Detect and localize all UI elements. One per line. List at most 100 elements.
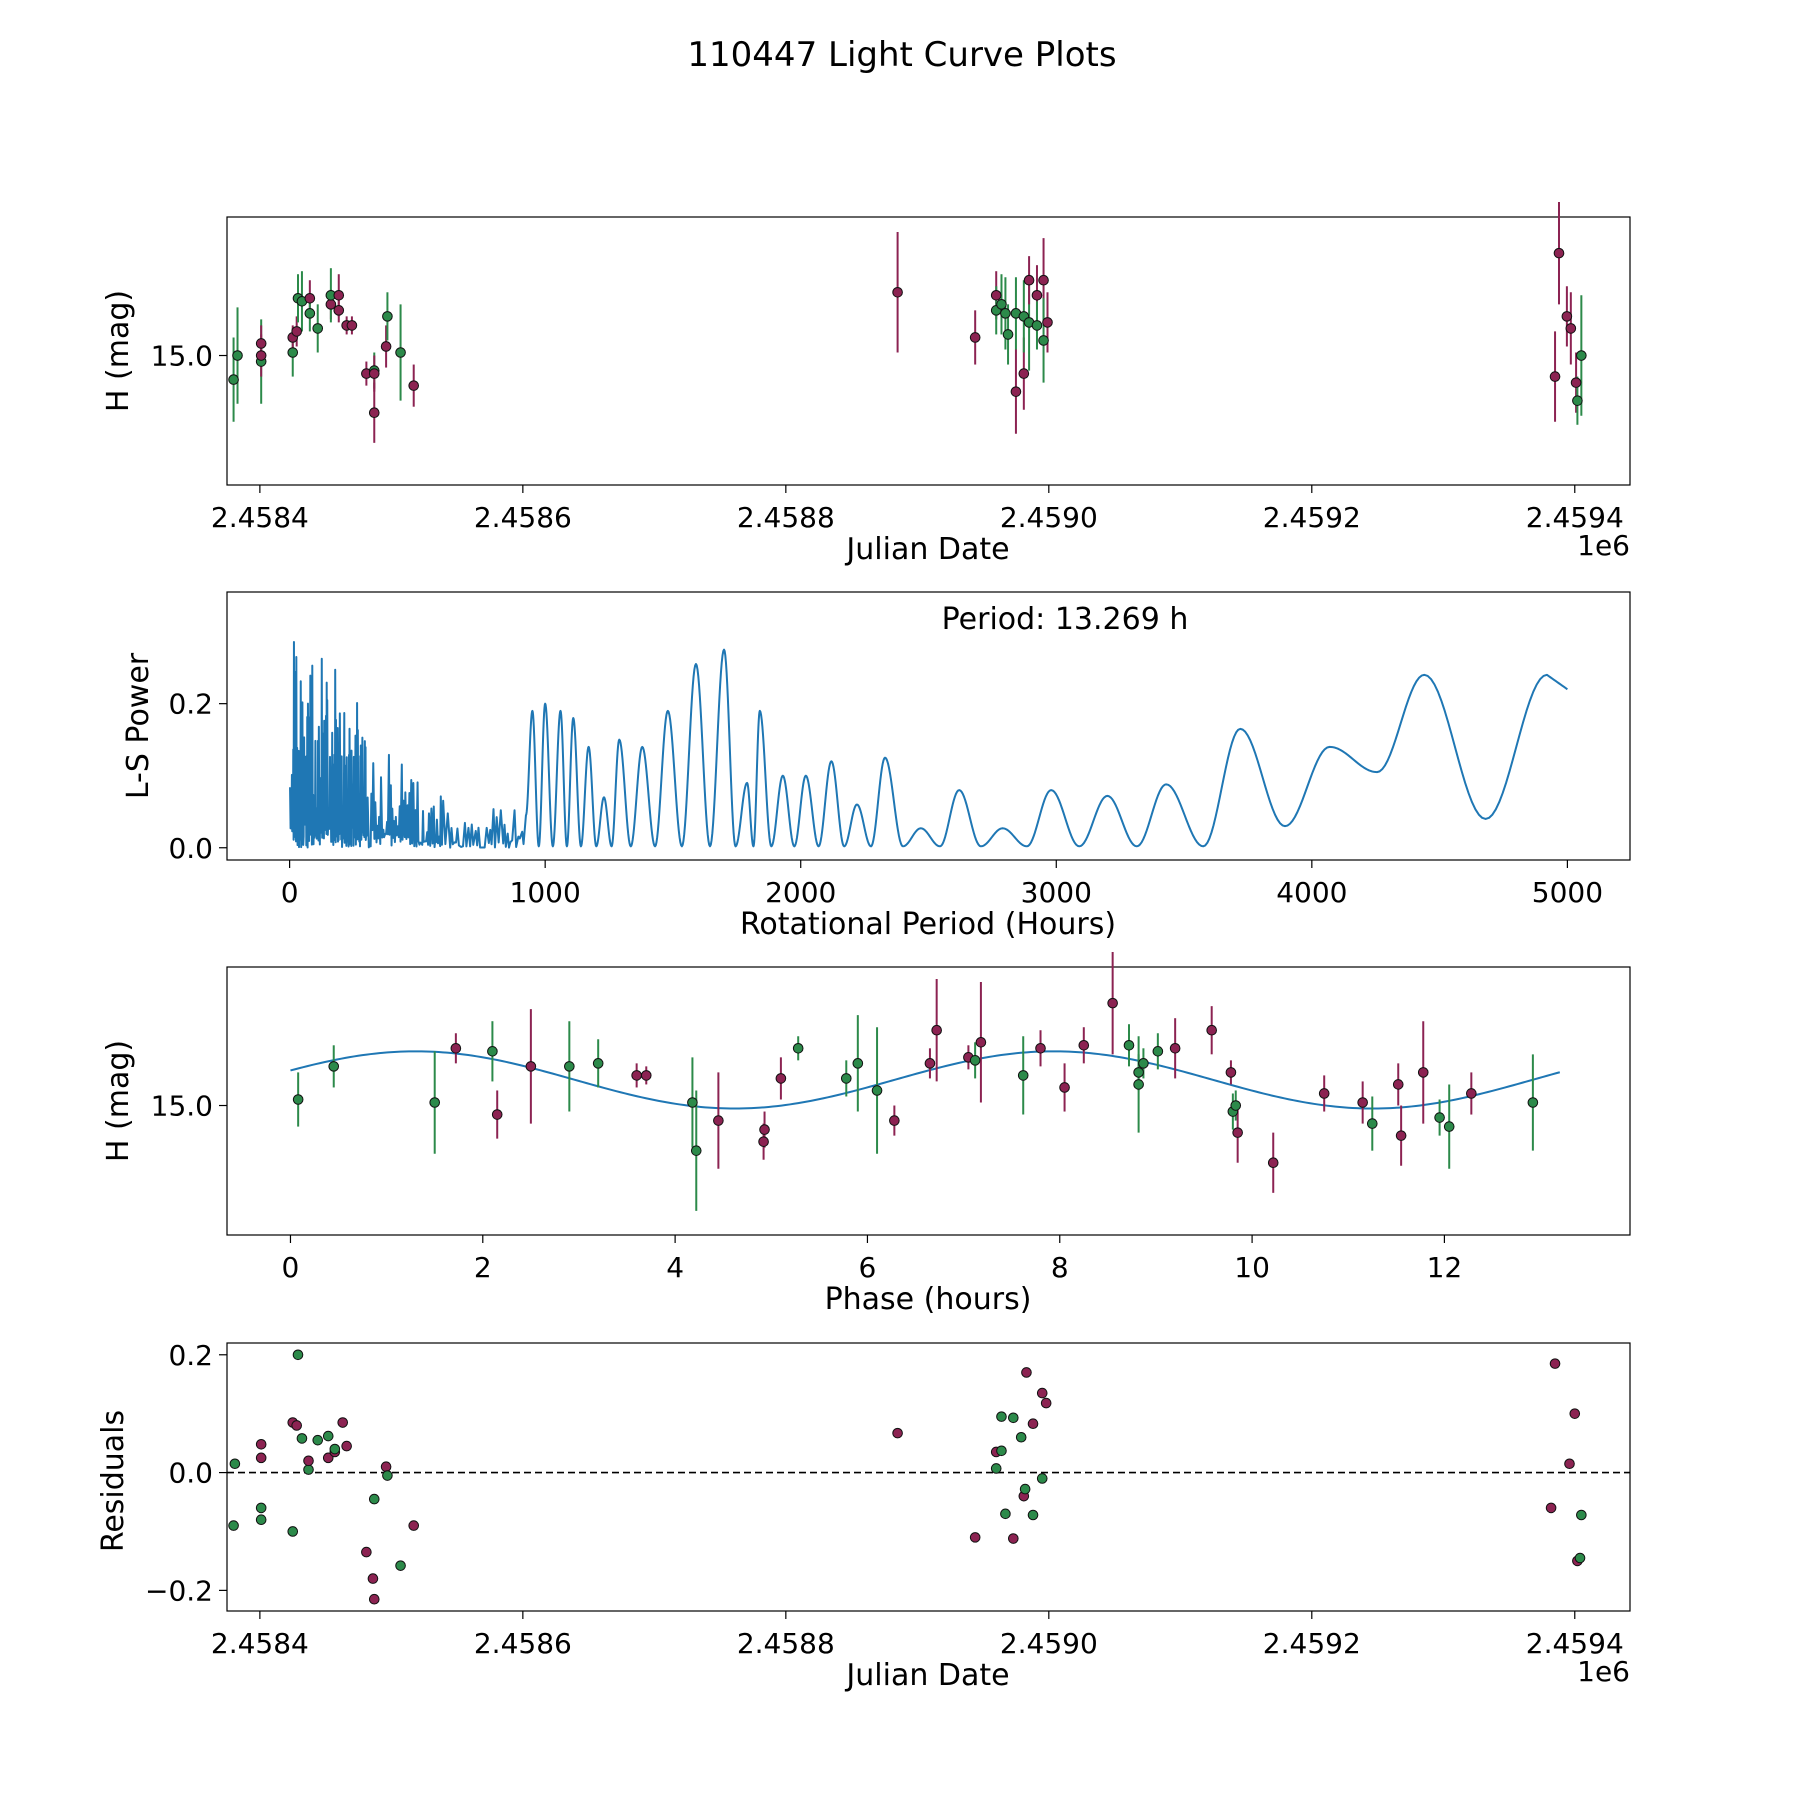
periodogram-xtick-label: 0 <box>281 876 299 909</box>
residuals-point <box>1019 1483 1031 1495</box>
phase-folded-point <box>592 1058 604 1069</box>
periodogram-line <box>289 641 1568 849</box>
phase-folded-point <box>840 1073 852 1084</box>
residuals-point <box>255 1439 267 1450</box>
phase-folded-xlabel: Phase (hours) <box>825 1282 1032 1317</box>
raw-light-curve-point <box>1010 386 1022 397</box>
residuals-point <box>255 1452 267 1464</box>
raw-light-curve-points <box>228 201 1587 443</box>
periodogram-ytick-label: 0.0 <box>168 832 213 865</box>
residuals-xtick-label: 2.4584 <box>211 1627 309 1660</box>
residuals-ylabel: Residuals <box>96 1410 131 1552</box>
phase-folded-point <box>1152 1046 1164 1057</box>
residuals-point <box>255 1514 267 1526</box>
residuals-point <box>996 1445 1007 1457</box>
residuals-xtick-label: 2.4594 <box>1526 1627 1624 1660</box>
residuals-ticks: 2.4584 2.4586 2.4588 2.4590 2.4592 2.4594 −0.2… <box>145 1339 1624 1660</box>
periodogram-xtick-label: 5000 <box>1532 876 1603 909</box>
phase-folded-point <box>1318 1088 1330 1099</box>
periodogram-ylabel: L-S Power <box>121 652 156 799</box>
raw-light-curve-point <box>1553 247 1565 259</box>
raw-light-curve-point <box>287 347 299 358</box>
phase-folded-point <box>429 1097 441 1108</box>
phase-folded-points <box>290 951 1561 1211</box>
periodogram-xtick-label: 1000 <box>510 876 581 909</box>
raw-light-curve-point <box>1565 323 1577 334</box>
residuals-point <box>1021 1367 1032 1378</box>
phase-fit-curve <box>290 1050 1561 1110</box>
raw-light-curve-xtick-label: 2.4586 <box>474 501 572 534</box>
residuals-point <box>292 1349 304 1361</box>
raw-light-curve-point <box>304 308 316 319</box>
residuals-point <box>1040 1397 1052 1409</box>
raw-light-curve-point <box>1038 335 1049 346</box>
residuals-point <box>1569 1408 1581 1419</box>
residuals-point <box>367 1573 379 1584</box>
phase-folded-point <box>487 1046 498 1057</box>
phase-folded-point <box>975 1036 987 1048</box>
residuals-point <box>1027 1509 1039 1521</box>
residuals-point <box>969 1532 981 1543</box>
residuals-point <box>1027 1418 1039 1429</box>
raw-light-curve-point <box>255 350 267 361</box>
phase-folded-point <box>1017 1070 1029 1081</box>
phase-folded-point <box>969 1055 981 1066</box>
phase-folded-point <box>687 1097 698 1108</box>
period-annotation: Period: 13.269 h <box>942 602 1189 637</box>
phase-folded-point <box>450 1043 462 1054</box>
raw-light-curve-point <box>1002 329 1014 340</box>
phase-folded-ticks: 0 2 4 6 8 10 12 15.0 <box>151 1090 1463 1284</box>
residuals-point <box>322 1452 334 1464</box>
raw-light-curve-xlabel: Julian Date <box>844 532 1009 567</box>
raw-light-curve-point <box>1031 320 1043 331</box>
residuals-point <box>1036 1387 1048 1399</box>
residuals-point <box>1564 1458 1575 1470</box>
phase-folded-point <box>1206 1024 1217 1036</box>
raw-light-curve-point <box>333 305 345 316</box>
residuals-point <box>337 1417 349 1428</box>
phase-folded-point <box>792 1043 804 1054</box>
raw-light-curve-xtick-label: 2.4588 <box>737 501 835 534</box>
raw-light-curve-point <box>969 332 981 343</box>
residuals-point <box>996 1411 1007 1422</box>
raw-light-curve-xtick-label: 2.4594 <box>1526 501 1624 534</box>
raw-light-curve-point <box>304 293 316 304</box>
raw-light-curve-point <box>291 326 302 337</box>
residuals-point <box>312 1434 324 1446</box>
phase-folded-point <box>631 1070 642 1081</box>
residuals-xtick-label: 2.4588 <box>737 1627 835 1660</box>
raw-light-curve-point <box>1000 308 1011 319</box>
phase-folded-point <box>759 1124 770 1135</box>
raw-light-curve-ticks: 2.4584 2.4586 2.4588 2.4590 2.4592 2.4594 15.0 <box>151 340 1624 534</box>
raw-light-curve-point <box>232 350 243 361</box>
raw-light-curve-point <box>382 311 393 322</box>
residuals-point <box>1574 1552 1586 1564</box>
residuals-point <box>329 1443 341 1455</box>
periodogram-ticks: 0 1000 2000 3000 4000 5000 0.0 0.2 <box>168 688 1603 909</box>
raw-light-curve-point <box>255 338 267 349</box>
raw-light-curve-point <box>368 368 380 379</box>
periodogram-xlabel: Rotational Period (Hours) <box>740 907 1116 942</box>
phase-folded-xtick-label: 2 <box>474 1251 492 1284</box>
periodogram-xtick-label: 2000 <box>765 876 836 909</box>
residuals-point <box>1036 1473 1048 1484</box>
phase-folded-point <box>1169 1043 1181 1054</box>
residuals-point <box>303 1455 314 1467</box>
raw-light-curve-point <box>312 323 324 334</box>
residuals-xtick-label: 2.4590 <box>1000 1627 1098 1660</box>
residuals-panel: 2.4584 2.4586 2.4588 2.4590 2.4592 2.4594 −0.2… <box>96 1339 1631 1693</box>
periodogram-series-line <box>289 641 1568 849</box>
phase-folded-point <box>1366 1118 1378 1129</box>
phase-folded-point <box>1395 1130 1407 1141</box>
raw-light-curve-point <box>1031 289 1043 301</box>
residuals-point <box>892 1427 903 1439</box>
residuals-point <box>1008 1533 1019 1544</box>
periodogram-xtick-label: 3000 <box>1021 876 1092 909</box>
phase-folded-point <box>328 1061 340 1072</box>
residuals-point <box>1576 1509 1587 1521</box>
phase-folded-point <box>889 1115 900 1126</box>
raw-light-curve-ytick-label: 15.0 <box>151 340 213 373</box>
phase-folded-xtick-label: 8 <box>1051 1251 1069 1284</box>
residuals-ytick-label: 0.2 <box>168 1339 213 1372</box>
raw-light-curve-point <box>1561 311 1573 322</box>
